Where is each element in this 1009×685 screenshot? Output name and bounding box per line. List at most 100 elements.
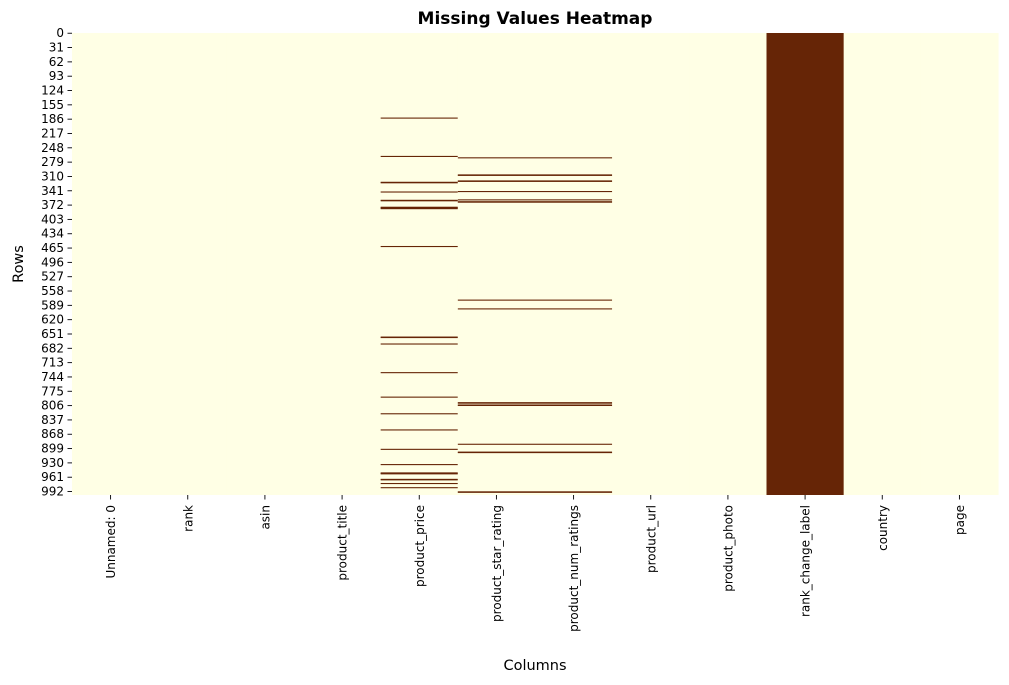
missing-cell (457, 443, 535, 445)
y-tick-label: 961 (41, 470, 64, 484)
x-axis-ticks: Unnamed: 0 rank asin product_title product_p… (104, 495, 967, 632)
y-tick-label: 620 (41, 313, 64, 327)
y-tick-label: 31 (49, 41, 64, 55)
y-tick-label: 496 (41, 255, 64, 269)
missing-cell (535, 308, 613, 310)
y-tick-label: 217 (41, 126, 64, 140)
column-page-present (920, 33, 999, 495)
y-tick-label: 899 (41, 442, 64, 456)
y-axis-label: Rows (11, 245, 27, 283)
missing-cell (380, 343, 458, 345)
y-tick-label: 651 (41, 327, 64, 341)
y-tick-label: 465 (41, 241, 64, 255)
y-tick-label: 341 (41, 184, 64, 198)
missing-cell (535, 299, 613, 301)
column-product-photo-present (689, 33, 768, 495)
missing-cell (535, 491, 613, 493)
column-asin-present (226, 33, 305, 495)
heatmap-cells (72, 33, 999, 495)
missing-cell (380, 155, 458, 157)
x-tick-label-product-star-rating: product_star_rating (490, 505, 504, 622)
missing-cell (380, 208, 458, 210)
y-tick-label: 403 (41, 212, 64, 226)
y-tick-label: 992 (41, 485, 64, 499)
missing-cell (380, 336, 458, 339)
y-tick-label: 868 (41, 427, 64, 441)
missing-cell (380, 487, 458, 489)
y-tick-label: 558 (41, 284, 64, 298)
missing-cell (457, 201, 535, 203)
column-rank-change-label-missing (766, 33, 844, 495)
x-tick-label-product-price: product_price (413, 505, 427, 587)
y-tick-label: 186 (41, 112, 64, 126)
missing-cell (457, 157, 535, 159)
y-tick-label: 279 (41, 155, 64, 169)
y-tick-label: 62 (49, 55, 64, 69)
x-tick-label-product-url: product_url (644, 505, 658, 573)
column-unnamed-0-present (72, 33, 150, 495)
missing-cell (380, 482, 458, 485)
missing-cell (380, 429, 458, 431)
x-tick-label-product-num-ratings: product_num_ratings (567, 505, 581, 632)
missing-cell (457, 191, 535, 193)
missing-cell (457, 308, 535, 310)
column-country-present (843, 33, 922, 495)
x-tick-label-page: page (953, 505, 967, 535)
y-tick-label: 93 (49, 69, 64, 83)
y-tick-label: 248 (41, 141, 64, 155)
missing-cell (380, 464, 458, 466)
missing-cell (380, 413, 458, 415)
y-tick-label: 744 (41, 370, 64, 384)
missing-cell (535, 157, 613, 159)
x-tick-label-country: country (876, 505, 890, 551)
y-tick-label: 775 (41, 384, 64, 398)
missing-cell (535, 174, 613, 176)
y-tick-label: 434 (41, 227, 64, 241)
missing-cell (380, 117, 458, 119)
column-product-price-present (380, 33, 459, 495)
missing-cell (457, 199, 535, 201)
missing-cell (380, 372, 458, 374)
y-tick-label: 124 (41, 84, 64, 98)
y-tick-label: 0 (56, 26, 64, 40)
missing-cell (380, 479, 458, 481)
y-tick-label: 713 (41, 356, 64, 370)
missing-cell (457, 452, 535, 454)
y-tick-label: 930 (41, 456, 64, 470)
y-tick-label: 155 (41, 98, 64, 112)
missing-cell (457, 180, 535, 182)
y-tick-label: 806 (41, 399, 64, 413)
x-tick-label-product-photo: product_photo (721, 505, 735, 592)
missing-cell (535, 443, 613, 445)
y-tick-label: 682 (41, 341, 64, 355)
missing-cell (535, 452, 613, 454)
missing-cell (380, 448, 458, 450)
missing-cell (457, 404, 535, 407)
y-tick-label: 589 (41, 298, 64, 312)
column-rank-present (149, 33, 227, 495)
missing-cell (380, 182, 458, 184)
x-axis-label: Columns (503, 658, 566, 674)
column-product-title-present (303, 33, 382, 495)
missing-cell (457, 402, 535, 404)
missing-cell (535, 191, 613, 193)
x-tick-label-unnamed-0: Unnamed: 0 (104, 505, 118, 579)
x-tick-label-asin: asin (258, 505, 272, 530)
missing-cell (535, 180, 613, 182)
missing-cell (457, 174, 535, 176)
chart-title: Missing Values Heatmap (418, 9, 653, 29)
missing-cell (535, 402, 613, 404)
x-tick-label-product-title: product_title (336, 505, 350, 581)
missing-cell (535, 404, 613, 407)
missing-cell (380, 200, 458, 202)
y-tick-label: 527 (41, 270, 64, 284)
column-product-star-rating-present (457, 33, 536, 495)
missing-cell (380, 245, 458, 248)
column-product-url-present (612, 33, 690, 495)
missing-cell (535, 201, 613, 203)
y-tick-label: 310 (41, 169, 64, 183)
y-tick-label: 837 (41, 413, 64, 427)
y-axis-ticks: 0316293124155186217248279310341372403434… (41, 26, 72, 499)
missing-cell (380, 191, 458, 193)
